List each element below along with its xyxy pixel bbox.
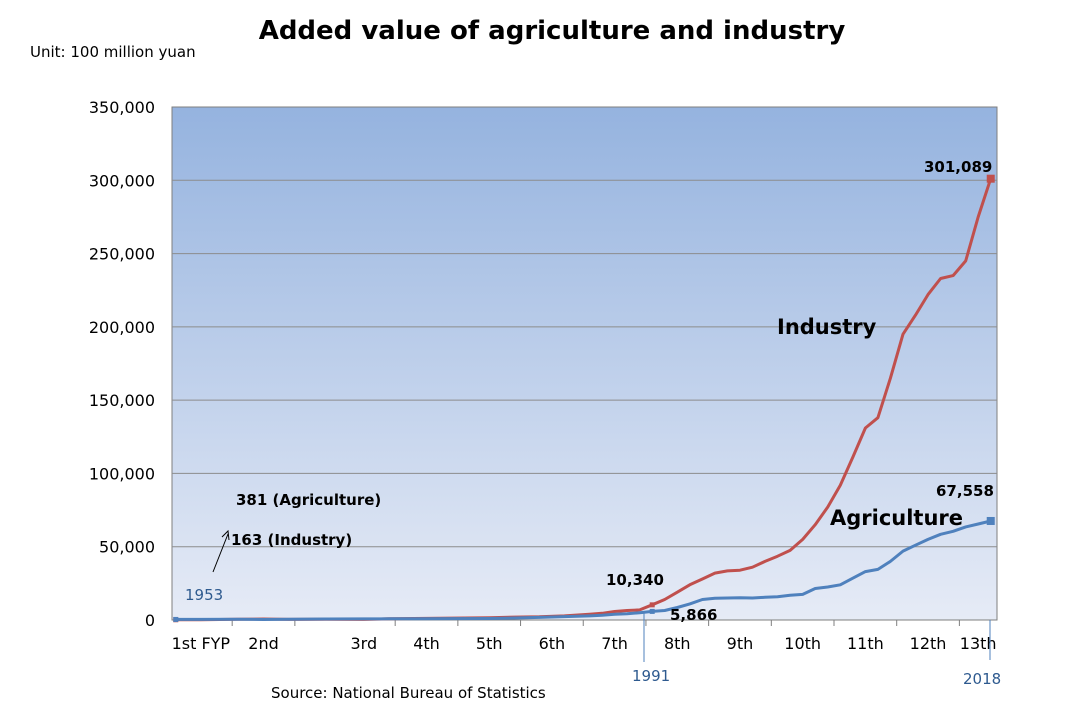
year-1953-label: 1953 bbox=[185, 586, 223, 604]
y-tick-label: 250,000 bbox=[89, 245, 155, 264]
agriculture-1991-value: 5,866 bbox=[670, 606, 717, 624]
industry-1991-value: 10,340 bbox=[606, 571, 664, 589]
x-tick-label: 10th bbox=[784, 634, 821, 653]
gridlines bbox=[172, 179, 997, 548]
data-point-industry bbox=[986, 174, 995, 183]
year-1991-label: 1991 bbox=[632, 667, 670, 685]
x-tick-label: 8th bbox=[664, 634, 691, 653]
x-tick-label: 13th bbox=[960, 634, 997, 653]
data-point-industry bbox=[649, 602, 655, 608]
y-tick-label: 350,000 bbox=[89, 98, 155, 117]
chart-title: Added value of agriculture and industry bbox=[259, 16, 846, 46]
x-tick-label: 4th bbox=[413, 634, 440, 653]
agriculture-1953-note: 381 (Agriculture) bbox=[236, 491, 381, 509]
y-tick-label: 200,000 bbox=[89, 318, 155, 337]
y-tick-label: 50,000 bbox=[99, 538, 155, 557]
y-tick-label: 150,000 bbox=[89, 391, 155, 410]
data-point-agriculture bbox=[986, 516, 995, 525]
x-tick-label: 1st FYP bbox=[172, 634, 231, 653]
x-tick-label: 3rd bbox=[351, 634, 378, 653]
data-point-agriculture bbox=[173, 616, 179, 622]
x-tick-label: 5th bbox=[476, 634, 503, 653]
x-tick-label: 9th bbox=[727, 634, 754, 653]
agriculture-series-label: Agriculture bbox=[830, 506, 963, 530]
industry-end-value: 301,089 bbox=[924, 158, 992, 176]
industry-series-label: Industry bbox=[777, 315, 877, 339]
y-tick-label: 0 bbox=[145, 611, 155, 630]
x-tick-label: 12th bbox=[910, 634, 947, 653]
x-tick-label: 11th bbox=[847, 634, 884, 653]
data-point-agriculture bbox=[649, 608, 655, 614]
agriculture-end-value: 67,558 bbox=[936, 482, 994, 500]
note-arrow-head bbox=[221, 529, 230, 541]
unit-label: Unit: 100 million yuan bbox=[30, 43, 196, 61]
x-tick-label: 6th bbox=[539, 634, 566, 653]
x-tick-label: 2nd bbox=[248, 634, 278, 653]
plot-area bbox=[171, 106, 998, 621]
source-label: Source: National Bureau of Statistics bbox=[271, 684, 546, 702]
y-tick-label: 100,000 bbox=[89, 464, 155, 483]
x-axis: 1st FYP 2nd 3rd 4th 5th 6th 7th 8th 9th 10th 11th 1… bbox=[172, 620, 997, 653]
series-lines bbox=[173, 174, 995, 623]
series-line-agriculture bbox=[174, 519, 993, 621]
x-tick-label: 7th bbox=[601, 634, 628, 653]
note-arrow bbox=[212, 533, 229, 573]
industry-1953-note: 163 (Industry) bbox=[231, 531, 352, 549]
y-axis: 0 50,000 100,000 150,000 200,000 250,000 300,0… bbox=[89, 98, 155, 630]
y-tick-label: 300,000 bbox=[89, 171, 155, 190]
year-2018-label: 2018 bbox=[963, 670, 1001, 688]
